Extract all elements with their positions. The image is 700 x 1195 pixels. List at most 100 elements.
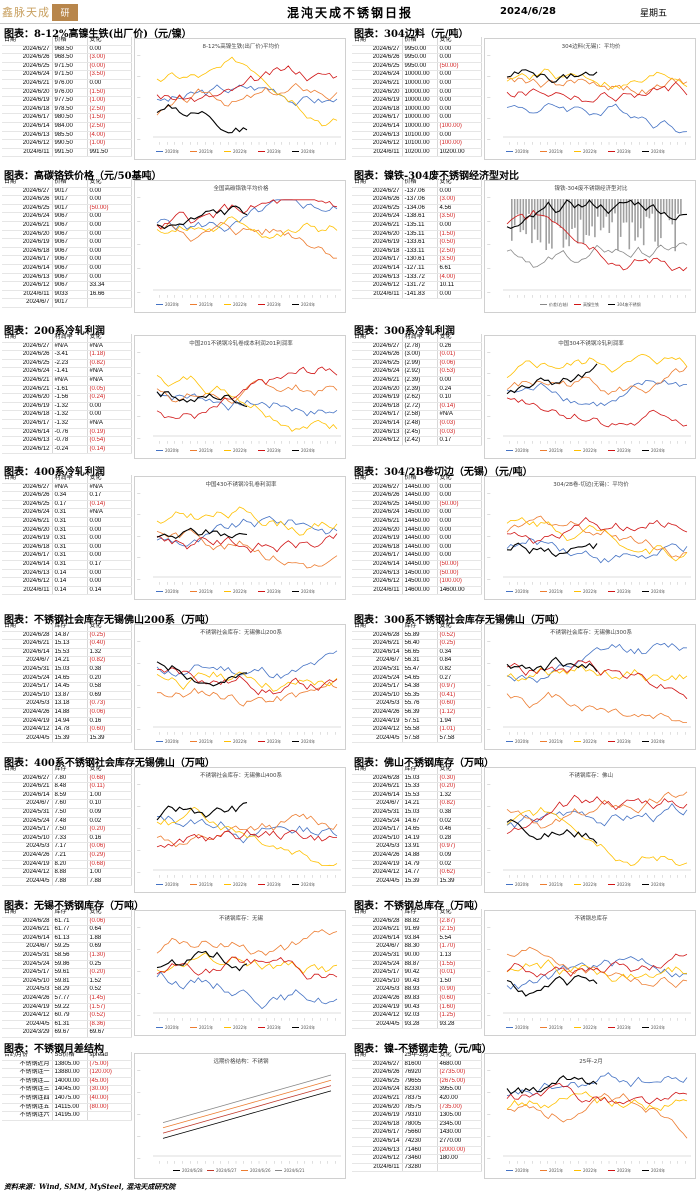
x-tick-mark: | [624,1160,625,1164]
table-cell: 2024/6/14 [352,934,403,944]
table-cell: 420.00 [437,1094,482,1104]
x-tick-mark: | [274,294,275,298]
x-tick-mark: | [654,294,655,298]
table-cell: 2024/5/17 [2,968,53,978]
table-cell: 16.66 [87,290,132,300]
table-cell: 2024/6/7 [2,799,53,809]
table-cell: 2024/5/17 [352,682,403,692]
data-table: 日期 库存 变化 2024/6/28 15.03 (0.30) 2024/6/21 15.33… [352,766,482,887]
data-table: 合约月份 SS价格 spread 不锈钢近月 13805.00 (75.00) 不锈钢连一 1… [2,1052,132,1121]
table-row: 2024/6/27 968.50 0.00 [2,45,132,55]
table-cell: 2024/6/24 [352,508,403,518]
table-cell: 2024/6/7 [2,656,53,666]
source-footer: 资料来源：Wind, SMM, MySteel, 混沌天成研究院 [4,1182,176,1191]
x-tick-mark: | [601,731,602,735]
table-cell: 73460 [402,1154,438,1164]
table-cell: 2024/6/25 [352,1077,403,1087]
column-header: 库存 [402,766,438,775]
x-tick-mark: | [304,141,305,145]
table-cell: 2024/6/19 [352,96,403,106]
column-header: 日期 [2,766,53,775]
table-cell: 90.43 [402,1003,438,1013]
table-cell: 2024/6/11 [352,148,403,158]
table-cell: (2.50) [87,122,132,132]
x-tick-mark: | [297,874,298,878]
chart: 全国高碳铬铁平均价格 — — — — — | | | | | | | | | | | | | | | | | | | | | | | | 2… [134,180,346,313]
table-cell: 2024/6/21 [352,782,403,792]
table-cell: 2024/6/12 [2,445,53,455]
x-tick-mark: | [335,581,336,585]
legend-label: 2021年 [199,738,213,744]
data-table: 日期 库存 变化 2024/6/28 55.89 (0.52) 2024/6/21 56.40… [352,623,482,744]
spread-bar [579,199,582,220]
x-tick-mark: | [578,731,579,735]
x-tick-mark: | [243,1160,244,1164]
table-row: 2024/6/13 14500.00 (50.00) [352,569,482,579]
x-tick-mark: | [320,1160,321,1164]
table-cell: 2024/6/14 [2,264,53,274]
table-cell: 56.39 [402,708,438,718]
table-cell: 2024/6/13 [352,1146,403,1156]
table-cell: 14600.00 [402,586,438,596]
panel-title: 图表：无锡不锈钢库存（万吨） [4,901,144,912]
spread-bar [645,199,648,217]
legend-label: 2024年 [301,738,315,744]
x-tick-mark: | [205,581,206,585]
table-row: 2024/6/21 -1.61 (0.05) [2,385,132,395]
panel-title: 图表：佛山不锈钢库存（万吨） [354,758,494,769]
chart-title: 不锈钢社会库存：无锡佛山400系 [200,771,282,779]
table-cell: 2024/4/19 [352,1003,403,1013]
x-tick-mark: | [601,581,602,585]
table-row: 2024/5/3 7.17 (0.06) [2,842,132,852]
chart-svg: 不锈钢社会库存：无锡佛山200系—————| | | | | | | | | | | | | | | | | | |… [137,628,341,744]
legend-label: 2022年 [583,881,597,887]
table-cell: 2024/6/21 [352,79,403,89]
table-cell: 2024/6/21 [2,925,53,935]
spread-bar [536,199,539,240]
table-cell: 2024/6/12 [2,577,53,587]
table-cell: #N/A [87,376,132,386]
table-cell: 9067 [52,247,88,257]
x-tick-mark: | [555,1017,556,1021]
data-table: 日期 库存 变化 2024/6/28 88.82 (2.87) 2024/6/21 91.69… [352,909,482,1030]
table-cell: 0.24 [437,385,482,395]
table-cell: (0.14) [437,402,482,412]
table-row: 2024/6/24 -138.61 (3.50) [352,212,482,222]
x-tick-mark: | [540,440,541,444]
table-cell: 0.64 [87,925,132,935]
spread-bar [582,199,585,244]
column-header: 库存 [52,766,88,775]
x-tick-mark: | [236,731,237,735]
table-cell: 0.00 [87,569,132,579]
x-tick-mark: | [540,294,541,298]
y-tick-mark: — [137,826,141,830]
table-cell: 1430.00 [437,1128,482,1138]
table-cell: 2024/5/3 [2,985,53,995]
table-cell: 8.20 [52,860,88,870]
panel-title: 图表：不锈钢社会库存无锡佛山200系（万吨） [4,615,215,626]
table-row: 2024/6/14 -127.11 6.61 [352,264,482,274]
table-cell: 0.00 [437,534,482,544]
table-cell: -133.11 [402,247,438,257]
table-cell: 14075.00 [52,1094,88,1104]
table-cell: 2024/5/10 [2,691,53,701]
table-row: 2024/6/20 78575 (735.00) [352,1103,482,1113]
table-cell: 0.25 [87,960,132,970]
table-cell: (0.14) [87,500,132,510]
spread-bar [622,199,625,223]
table-cell: (3.00) [87,53,132,63]
table-cell: 0.00 [87,264,132,274]
spread-bar [531,199,533,244]
table-cell: (0.41) [437,691,482,701]
legend-label: 2022年 [583,148,597,154]
x-tick-mark: | [654,1017,655,1021]
table-cell: 2345.00 [437,1120,482,1130]
chart-svg: 中国304不锈钢冷轧利润率—————| | | | | | | | | | | | | | | | | | | | | |… [487,339,691,453]
x-tick-mark: | [159,1017,160,1021]
chart-legend: 价差(右轴) 高镍生铁 304废不锈钢 [540,301,641,307]
chart-svg: 远期价格结构：不锈钢—————| | | | | | | | | | | | | | | | | | | | | | | |2… [137,1057,341,1173]
table-cell: 2024/6/24 [352,212,403,222]
table-cell: 0.00 [437,113,482,123]
table-cell: 14000.00 [52,1077,88,1087]
panel-title: 图表：不锈钢月差结构 [4,1044,104,1055]
